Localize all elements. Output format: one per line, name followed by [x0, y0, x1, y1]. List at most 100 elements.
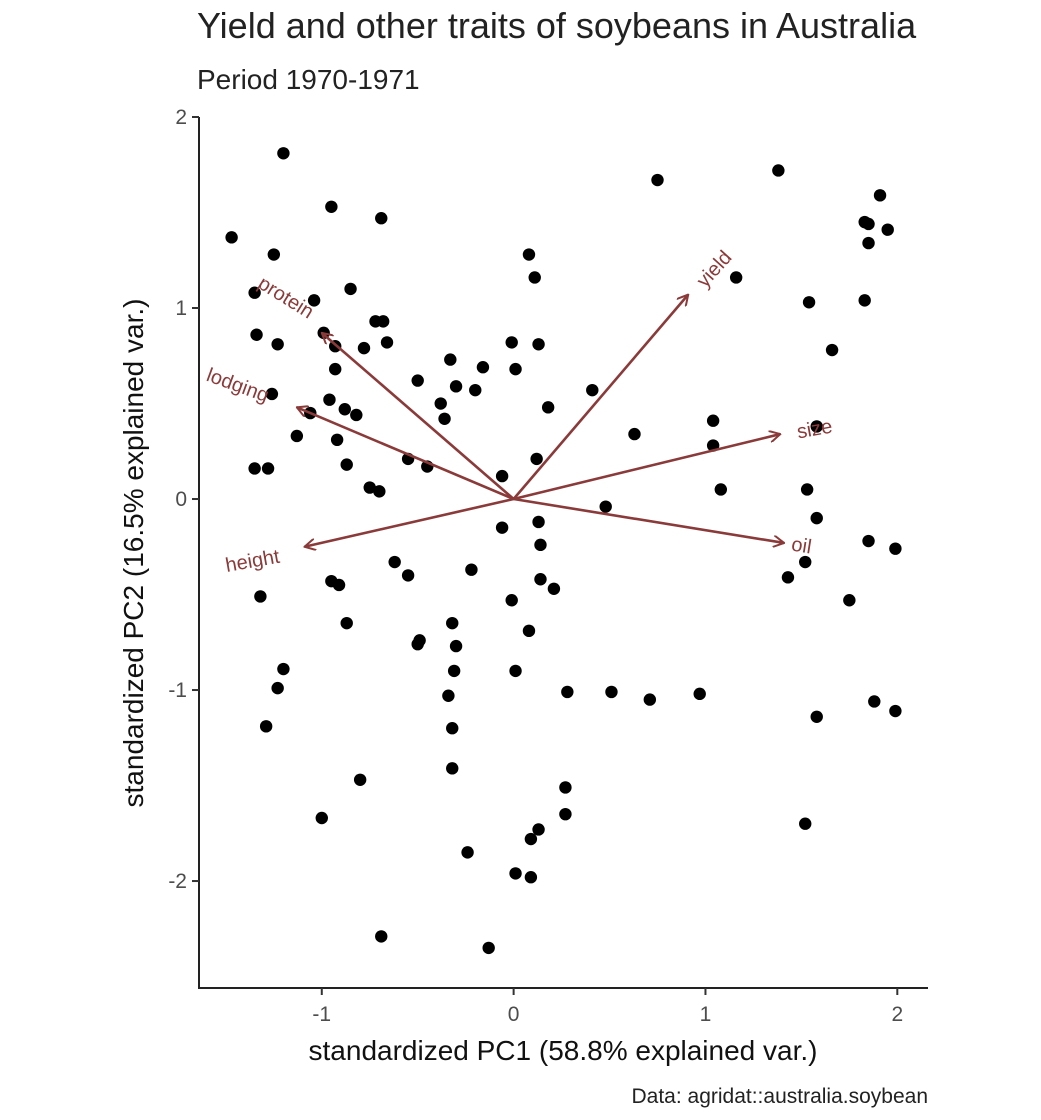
data-point	[330, 433, 344, 447]
chart-subtitle: Period 1970-1971	[197, 64, 420, 95]
data-point	[332, 578, 346, 592]
data-point	[315, 811, 328, 825]
data-point	[530, 452, 543, 466]
data-caption: Data: agridat::australia.soybean	[631, 1085, 928, 1108]
data-point	[271, 681, 284, 695]
data-point	[380, 336, 394, 349]
loading-arrow-yield	[512, 295, 689, 500]
arrow-label-height: height	[224, 546, 282, 577]
data-point	[586, 383, 599, 397]
ticks: -1 0 1 2 2 1 0 -1 -2	[168, 106, 903, 1026]
data-point	[534, 573, 547, 586]
y-tick-label: 2	[175, 106, 187, 129]
data-point	[524, 871, 538, 884]
x-axis-title: standardized PC1 (58.8% explained var.)	[309, 1035, 818, 1066]
data-point	[411, 637, 424, 651]
data-point	[442, 689, 455, 702]
data-point	[532, 515, 545, 529]
data-point	[465, 563, 478, 576]
data-point	[532, 823, 545, 836]
data-point	[340, 616, 353, 630]
data-point	[444, 353, 457, 366]
data-point	[375, 212, 388, 225]
data-point	[873, 189, 887, 202]
data-point	[446, 722, 459, 735]
data-point	[810, 511, 823, 525]
data-point	[509, 664, 522, 678]
data-point	[643, 693, 657, 706]
data-point	[447, 664, 461, 678]
data-point	[862, 217, 875, 231]
loading-arrow-oil	[513, 497, 784, 543]
axes	[198, 117, 928, 989]
data-point	[438, 412, 451, 425]
data-point	[862, 534, 875, 548]
data-point	[449, 380, 463, 393]
data-point	[363, 481, 376, 494]
data-point	[277, 147, 290, 160]
data-point	[476, 361, 490, 374]
data-point	[357, 341, 371, 355]
data-point	[781, 571, 795, 584]
data-point	[329, 362, 342, 376]
data-point	[449, 639, 463, 653]
data-point	[248, 286, 261, 299]
x-tick-label: 2	[891, 1003, 903, 1026]
data-point	[325, 200, 338, 213]
data-point	[509, 867, 522, 880]
data-point	[772, 164, 785, 177]
data-point	[401, 569, 415, 582]
data-point	[605, 685, 618, 699]
data-point	[250, 328, 263, 341]
data-point	[353, 773, 367, 787]
y-axis-title: standardized PC2 (16.5% explained var.)	[118, 299, 149, 808]
data-point	[889, 704, 902, 718]
loading-arrow-lodging	[297, 407, 515, 501]
data-point	[651, 173, 664, 187]
loading-arrow-protein	[322, 333, 515, 501]
loading-arrow-height	[305, 497, 514, 547]
x-tick-label: 1	[700, 1003, 712, 1026]
chart-title: Yield and other traits of soybeans in Au…	[197, 5, 917, 46]
data-point	[495, 521, 509, 534]
y-tick-label: -1	[168, 679, 187, 702]
data-point	[843, 594, 856, 607]
data-point	[799, 817, 812, 830]
data-point	[559, 781, 572, 794]
data-point	[411, 374, 424, 387]
data-point	[862, 236, 875, 250]
data-point	[628, 427, 641, 441]
y-tick-label: 0	[175, 488, 187, 511]
data-point	[534, 538, 547, 552]
data-point	[800, 483, 814, 496]
arrow-label-protein: protein	[254, 272, 318, 323]
arrow-label-yield: yield	[693, 247, 737, 292]
data-point	[307, 294, 321, 307]
data-point	[524, 832, 538, 846]
data-point	[505, 594, 518, 607]
loading-arrows: yield protein lodging size oil height	[204, 247, 835, 577]
data-point	[495, 469, 509, 483]
data-point	[225, 231, 238, 244]
data-point	[532, 338, 545, 351]
data-point	[350, 408, 363, 422]
data-point	[729, 271, 743, 284]
data-point	[446, 616, 459, 630]
data-point	[693, 687, 706, 701]
data-point	[528, 271, 541, 284]
data-point	[825, 343, 839, 357]
data-point	[810, 710, 823, 723]
data-point	[265, 387, 279, 401]
data-point	[505, 336, 518, 349]
data-point	[541, 401, 555, 414]
data-point	[373, 485, 386, 498]
data-point	[271, 338, 284, 351]
data-point	[881, 223, 894, 236]
data-point	[375, 930, 388, 943]
arrow-label-size: size	[795, 416, 834, 444]
data-point	[469, 383, 482, 397]
y-tick-label: 1	[175, 297, 187, 320]
data-point	[482, 941, 495, 955]
data-point	[559, 807, 572, 821]
